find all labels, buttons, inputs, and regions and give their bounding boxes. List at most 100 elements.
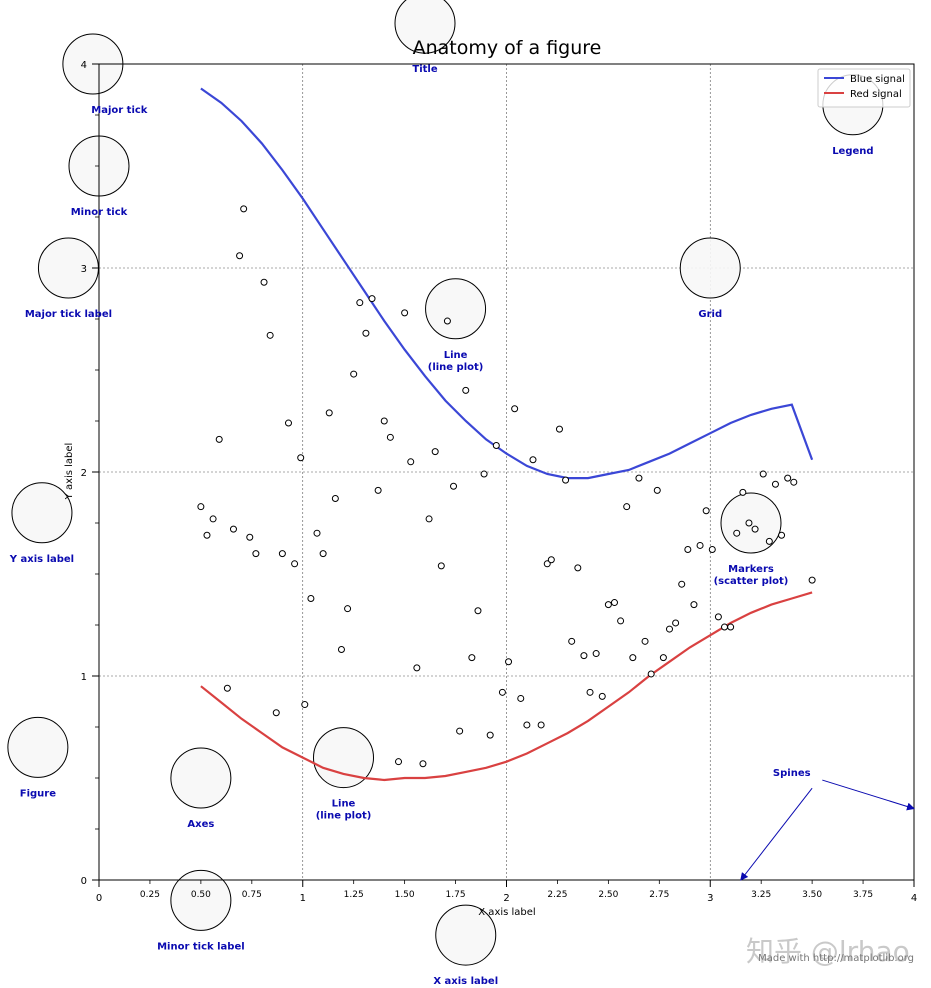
- scatter-marker: [374, 486, 382, 494]
- x-minor-tick-label: 2.25: [547, 890, 567, 900]
- scatter-marker: [696, 541, 704, 549]
- scatter-marker: [468, 654, 476, 662]
- scatter-marker: [474, 607, 482, 615]
- legend: Blue signal Red signal: [817, 68, 911, 108]
- annotation-x-axis-label-circle: [435, 904, 497, 966]
- annotation-grid-circle: [679, 237, 741, 299]
- scatter-marker: [307, 594, 315, 602]
- x-major-tick-label: 4: [911, 893, 917, 904]
- scatter-marker: [604, 601, 612, 609]
- scatter-marker: [708, 546, 716, 554]
- annotation-spines-label: Spines: [773, 768, 811, 779]
- annotation-title-label: Title: [412, 64, 437, 75]
- scatter-marker: [653, 486, 661, 494]
- annotation-figure-label: Figure: [20, 788, 56, 799]
- scatter-marker: [344, 605, 352, 613]
- annotation-line-red-circle: [313, 727, 374, 789]
- scatter-marker: [672, 619, 680, 627]
- x-minor-tick-label: 0.50: [191, 890, 211, 900]
- x-minor-tick-label: 1.25: [344, 890, 364, 900]
- annotation-line-red-label: Line (line plot): [316, 799, 372, 822]
- scatter-marker: [690, 601, 698, 609]
- y-major-tick-label: 0: [81, 876, 87, 887]
- x-minor-tick-label: 2.50: [598, 890, 618, 900]
- scatter-marker: [380, 417, 388, 425]
- x-minor-tick-label: 3.75: [853, 890, 873, 900]
- chart-title: Anatomy of a figure: [413, 37, 602, 59]
- scatter-marker: [266, 331, 274, 339]
- scatter-marker: [486, 731, 494, 739]
- scatter-marker: [523, 721, 531, 729]
- scatter-marker: [610, 599, 618, 607]
- scatter-marker: [203, 531, 211, 539]
- scatter-marker: [252, 550, 260, 558]
- scatter-marker: [425, 515, 433, 523]
- legend-entry-label: Blue signal: [850, 74, 905, 85]
- scatter-marker: [450, 482, 458, 490]
- annotation-axes-circle: [170, 747, 232, 809]
- annotation-title-circle: [394, 0, 456, 54]
- scatter-marker: [492, 441, 500, 449]
- legend-entry-label: Red signal: [850, 89, 902, 100]
- annotation-major-tick-label-label: Major tick label: [25, 309, 112, 320]
- scatter-marker: [684, 546, 692, 554]
- scatter-marker: [771, 480, 779, 488]
- x-minor-tick-label: 3.25: [751, 890, 771, 900]
- annotation-figure-circle: [7, 716, 69, 778]
- scatter-marker: [215, 435, 223, 443]
- scatter-marker: [759, 470, 767, 478]
- scatter-marker: [727, 623, 735, 631]
- watermark: 知乎 @lrhao: [746, 935, 910, 968]
- y-major-tick-label: 3: [81, 264, 87, 275]
- scatter-marker: [647, 670, 655, 678]
- annotation-x-axis-label-label: X axis label: [433, 976, 498, 987]
- scatter-marker: [325, 409, 333, 417]
- scatter-marker: [543, 560, 551, 568]
- scatter-marker: [240, 205, 248, 213]
- x-minor-tick-label: 1.75: [446, 890, 466, 900]
- scatter-marker: [419, 760, 427, 768]
- x-major-tick-label: 2: [503, 893, 509, 904]
- scatter-marker: [511, 405, 519, 413]
- scatter-marker: [362, 329, 370, 337]
- scatter-marker: [537, 721, 545, 729]
- scatter-marker: [229, 525, 237, 533]
- scatter-marker: [659, 654, 667, 662]
- annotation-labels-layer: Title Major tick Minor tick Major tick labe…: [9, 64, 915, 987]
- scatter-marker: [765, 537, 773, 545]
- scatter-marker: [666, 625, 673, 633]
- scatter-marker: [480, 470, 488, 478]
- scatter-marker: [739, 488, 747, 496]
- scatter-marker: [517, 694, 525, 702]
- annotation-minor-tick-label: Minor tick: [71, 207, 128, 218]
- annotation-major-tick-label-circle: [37, 237, 99, 299]
- scatter-marker: [592, 650, 600, 658]
- x-minor-tick-label: 0.25: [140, 890, 160, 900]
- annotation-minor-tick-label-label: Minor tick label: [157, 941, 245, 952]
- scatter-marker: [574, 564, 582, 572]
- scatter-marker: [386, 433, 394, 441]
- annotation-line-blue-circle: [425, 278, 487, 340]
- scatter-marker: [350, 370, 358, 378]
- scatter-marker: [431, 448, 439, 456]
- annotation-y-axis-label-label: Y axis label: [9, 554, 74, 565]
- scatter-marker: [301, 701, 309, 709]
- credit-text: Made with http://matplotlib.org: [758, 953, 914, 964]
- scatter-marker: [260, 278, 268, 286]
- x-major-tick-label: 1: [300, 893, 306, 904]
- spines-arrow: [740, 787, 813, 881]
- scatter-marker: [505, 658, 513, 666]
- annotation-y-axis-label-circle: [11, 482, 73, 544]
- scatter-marker: [586, 688, 594, 696]
- scatter-marker: [623, 503, 631, 511]
- x-axis-label: X axis label: [478, 907, 535, 918]
- scatter-marker: [319, 550, 327, 558]
- x-major-tick-label: 0: [96, 893, 102, 904]
- annotation-major-tick-label: Major tick: [91, 105, 148, 116]
- scatter-marker: [223, 684, 231, 692]
- annotation-axes-label: Axes: [187, 819, 214, 830]
- scatter-marker: [278, 550, 286, 558]
- scatter-marker: [733, 529, 741, 537]
- x-major-tick-label: 3: [707, 893, 713, 904]
